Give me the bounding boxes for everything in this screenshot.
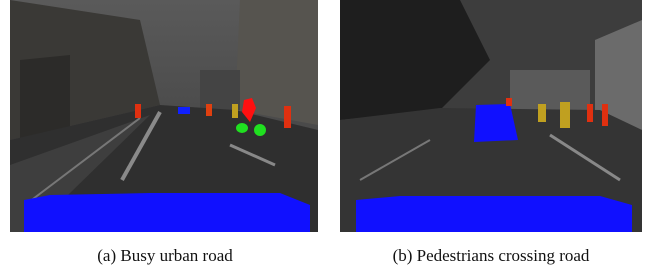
panel-b-image: [340, 0, 642, 232]
panel-a-image: [10, 0, 318, 232]
panel-caption: (b) Pedestrians crossing road: [331, 246, 651, 266]
panel-caption: (a) Busy urban road: [5, 246, 325, 266]
figure-page: (a) Busy urban road (b) Pedestrians cros…: [0, 0, 652, 273]
